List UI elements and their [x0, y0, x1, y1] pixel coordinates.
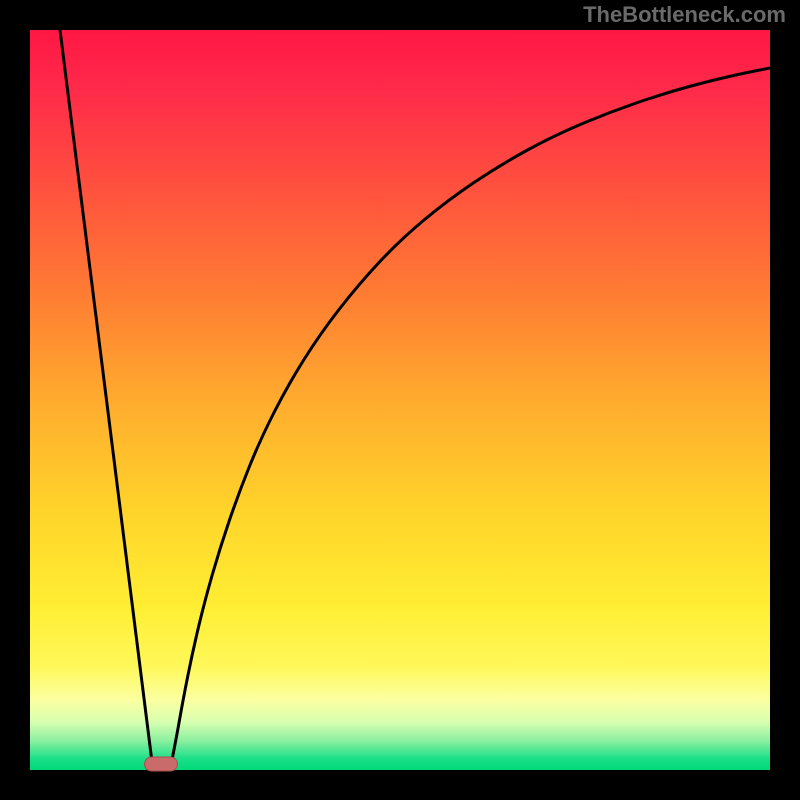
chart-container: { "meta": { "width": 800, "height": 800,…: [0, 0, 800, 800]
watermark-text: TheBottleneck.com: [583, 2, 786, 28]
minimum-marker: [145, 757, 178, 771]
bottleneck-chart: [0, 0, 800, 800]
gradient-plot-area: [30, 30, 770, 770]
